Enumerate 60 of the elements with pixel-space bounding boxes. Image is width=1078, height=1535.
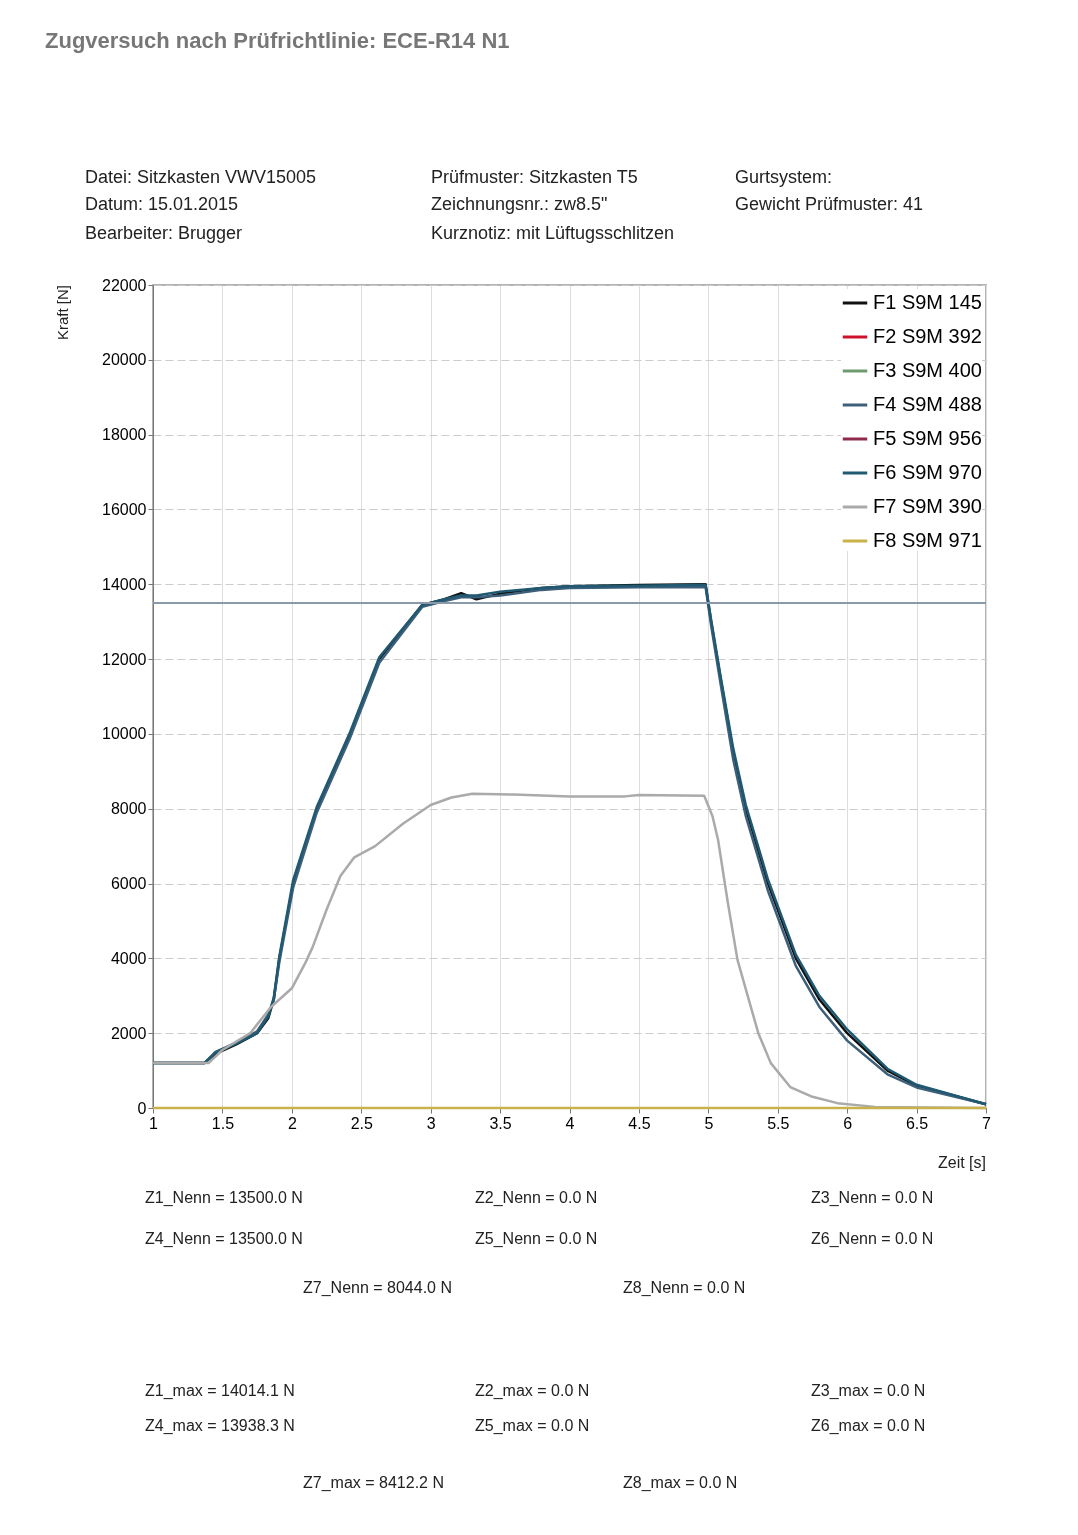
y-axis-title: Kraft [N] (54, 285, 71, 341)
y-tick-label: 14000 (102, 575, 147, 593)
y-tick-label: 10000 (102, 725, 147, 743)
legend-label: F1 S9M 145 (873, 291, 982, 313)
text: Z4_Nenn = 13500.0 N (145, 1230, 303, 1248)
text: Kurznotiz: mit Lüftugsschlitzen (431, 223, 675, 243)
x-tick-label: 2.5 (350, 1114, 373, 1132)
x-tick-label: 2 (287, 1114, 297, 1132)
y-tick-label: 2000 (110, 1024, 147, 1042)
x-tick-label: 5 (704, 1114, 714, 1132)
legend-label: F2 S9M 392 (873, 325, 982, 347)
y-tick-label: 0 (137, 1099, 147, 1117)
text: Z6_max = 0.0 N (811, 1417, 926, 1435)
x-tick-label: 5.5 (767, 1114, 790, 1132)
y-tick-label: 4000 (110, 949, 147, 967)
chart-title: Zugversuch nach Prüfrichtlinie: ECE-R14 N1 (45, 28, 510, 53)
y-tick-label: 20000 (102, 351, 147, 369)
legend-label: F8 S9M 971 (873, 529, 982, 551)
y-tick-label: 6000 (110, 875, 147, 893)
x-tick-label: 3.5 (489, 1114, 512, 1132)
legend-label: F7 S9M 390 (873, 495, 982, 517)
legend-label: F4 S9M 488 (873, 393, 982, 415)
text: Z8_Nenn = 0.0 N (623, 1279, 746, 1297)
text: Z3_max = 0.0 N (811, 1382, 926, 1400)
text: Z7_Nenn = 8044.0 N (303, 1279, 452, 1297)
text: Z8_max = 0.0 N (623, 1474, 738, 1492)
legend-label: F6 S9M 970 (873, 461, 982, 483)
x-tick-label: 1 (149, 1114, 159, 1132)
text: Z5_max = 0.0 N (475, 1417, 590, 1435)
text: Z4_max = 13938.3 N (145, 1417, 295, 1435)
y-tick-label: 12000 (102, 650, 147, 668)
x-tick-label: 3 (426, 1114, 436, 1132)
y-tick-label: 8000 (110, 800, 147, 818)
text: Z1_Nenn = 13500.0 N (145, 1189, 303, 1207)
x-axis-title: Zeit [s] (937, 1154, 986, 1171)
legend-label: F5 S9M 956 (873, 427, 982, 449)
text: Z7_max = 8412.2 N (303, 1474, 444, 1492)
text: Z3_Nenn = 0.0 N (811, 1189, 934, 1207)
text: Bearbeiter: Brugger (85, 223, 243, 243)
text: Zeichnungsnr.: zw8.5" (431, 194, 608, 214)
y-tick-label: 18000 (102, 426, 147, 444)
text: Z1_max = 14014.1 N (145, 1382, 295, 1400)
y-tick-label: 16000 (102, 500, 147, 518)
x-tick-label: 6 (843, 1114, 853, 1132)
x-tick-label: 7 (982, 1114, 992, 1132)
text: Datei: Sitzkasten VWV15005 (85, 167, 317, 187)
text: Z2_Nenn = 0.0 N (475, 1189, 598, 1207)
y-tick-label: 22000 (102, 276, 147, 294)
text: Z6_Nenn = 0.0 N (811, 1230, 934, 1248)
text: Datum: 15.01.2015 (85, 194, 239, 214)
x-tick-label: 6.5 (905, 1114, 929, 1132)
text: Z5_Nenn = 0.0 N (475, 1230, 598, 1248)
x-tick-label: 1.5 (211, 1114, 235, 1132)
text: Z2_max = 0.0 N (475, 1382, 590, 1400)
text: Prüfmuster: Sitzkasten T5 (431, 167, 638, 187)
x-tick-label: 4.5 (628, 1114, 651, 1132)
legend-label: F3 S9M 400 (873, 359, 982, 381)
text: Gewicht Prüfmuster: 41 (735, 194, 924, 214)
text: Gurtsystem: (735, 167, 833, 187)
x-tick-label: 4 (565, 1114, 575, 1132)
